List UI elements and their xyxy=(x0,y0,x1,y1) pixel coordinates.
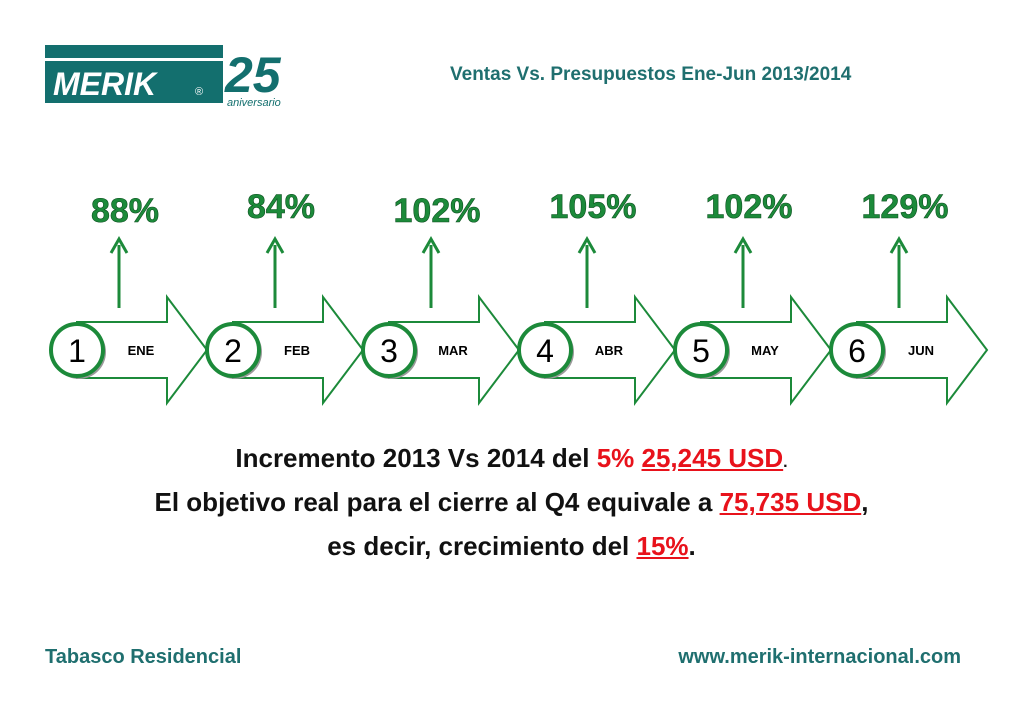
step-circle xyxy=(205,322,261,378)
step-number: 4 xyxy=(536,333,554,369)
target-amount: 75,735 USD xyxy=(719,487,862,517)
percent-label: 105% xyxy=(550,188,637,226)
summary-line3-text: es decir, crecimiento del xyxy=(327,531,637,561)
up-arrow-head-icon xyxy=(733,235,753,254)
step-circle xyxy=(49,322,105,378)
merik-logo: MERIK ® 25 aniversario xyxy=(45,45,282,109)
summary-line-2: El objetivo real para el cierre al Q4 eq… xyxy=(0,487,1023,518)
logo-number: 25 xyxy=(224,47,282,103)
percent-label: 84% xyxy=(247,188,315,226)
up-arrow-head-icon xyxy=(889,235,909,254)
step-number: 6 xyxy=(848,333,866,369)
line3-period: . xyxy=(688,531,696,561)
percent-label: 102% xyxy=(706,188,793,226)
up-arrow-head-icon xyxy=(421,235,441,254)
timeline-item-may: 102% 5 MAY xyxy=(673,188,833,406)
timeline-item-abr: 105% 4 ABR xyxy=(517,188,677,406)
summary-line2-text: El objetivo real para el cierre al Q4 eq… xyxy=(154,487,720,517)
logo-registered: ® xyxy=(195,86,203,98)
month-label: JUN xyxy=(908,343,934,358)
page-title: Ventas Vs. Presupuestos Ene-Jun 2013/201… xyxy=(450,64,852,85)
step-circle xyxy=(829,322,885,378)
footer-website[interactable]: www.merik-internacional.com xyxy=(678,646,961,668)
percent-label: 88% xyxy=(91,192,159,230)
summary-line1-text: Incremento 2013 Vs 2014 del xyxy=(235,443,597,473)
summary-line-3: es decir, crecimiento del 15%. xyxy=(0,531,1023,562)
timeline-item-ene: 88% 1 ENE xyxy=(49,192,209,406)
month-label: MAY xyxy=(751,343,779,358)
month-label: MAR xyxy=(438,343,468,358)
percent-label: 102% xyxy=(394,192,481,230)
month-label: ABR xyxy=(595,343,624,358)
month-label: ENE xyxy=(128,343,155,358)
timeline-item-mar: 102% 3 MAR xyxy=(361,192,521,406)
step-circle xyxy=(361,322,417,378)
step-number: 3 xyxy=(380,333,398,369)
step-number: 2 xyxy=(224,333,242,369)
logo-brand: MERIK xyxy=(53,66,159,102)
arrow-right-icon xyxy=(76,294,209,406)
increment-percent: 5% xyxy=(596,443,635,473)
logo-subtitle: aniversario xyxy=(227,97,281,109)
step-circle xyxy=(673,322,729,378)
month-label: FEB xyxy=(284,343,310,358)
footer-location: Tabasco Residencial xyxy=(45,646,242,668)
line1-period: . xyxy=(783,454,788,471)
summary-line-1: Incremento 2013 Vs 2014 del 5% 25,245 US… xyxy=(0,443,1023,474)
step-number: 5 xyxy=(692,333,710,369)
arrow-right-icon xyxy=(232,294,365,406)
step-circle xyxy=(517,322,573,378)
arrow-right-icon xyxy=(544,294,677,406)
timeline-item-jun: 129% 6 JUN xyxy=(829,188,989,406)
line2-comma: , xyxy=(861,487,869,517)
percent-label: 129% xyxy=(862,188,949,226)
timeline-item-feb: 84% 2 FEB xyxy=(205,188,365,406)
arrow-right-icon xyxy=(700,294,833,406)
month-timeline: 88% 1 ENE 84% 2 FEB 102% 3 MAR 105% 4 ABR 102% 5 MAY 12… xyxy=(49,188,989,406)
increment-amount: 25,245 USD xyxy=(641,443,784,473)
arrow-right-icon xyxy=(856,294,989,406)
step-number: 1 xyxy=(68,333,86,369)
up-arrow-head-icon xyxy=(577,235,597,254)
up-arrow-head-icon xyxy=(265,235,285,254)
growth-percent: 15% xyxy=(636,531,689,561)
up-arrow-head-icon xyxy=(109,235,129,254)
arrow-right-icon xyxy=(388,294,521,406)
